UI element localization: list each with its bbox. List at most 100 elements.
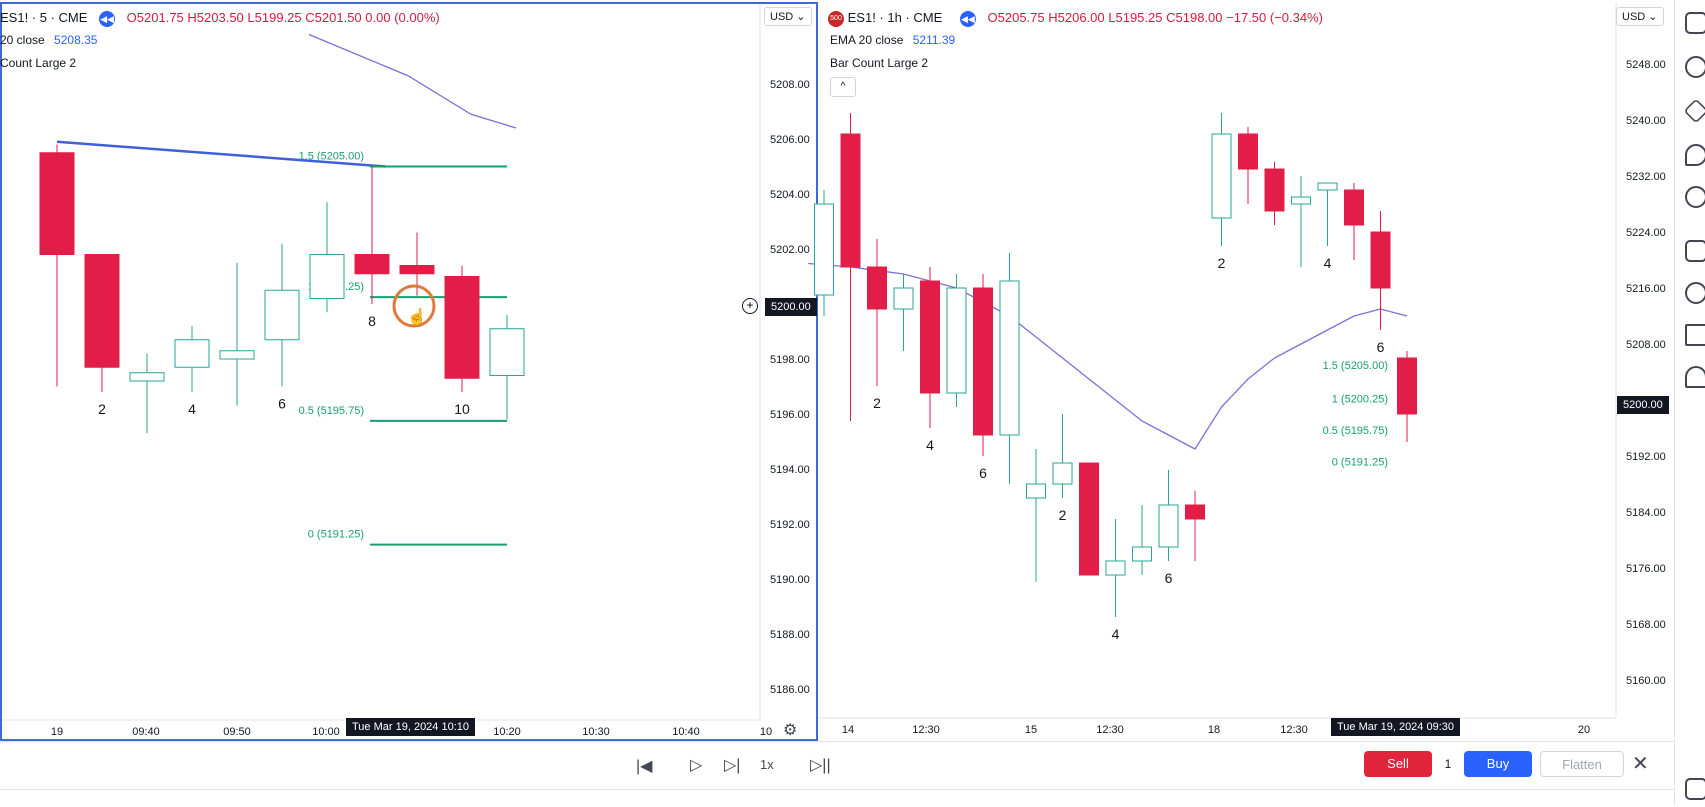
left-replay-icon[interactable]: ◀◀ <box>99 11 116 27</box>
chat-icon[interactable] <box>1685 240 1705 262</box>
left-ema-label: 20 close <box>0 33 45 47</box>
x-tick-label: 12:30 <box>1096 724 1124 736</box>
candle-body <box>1052 462 1073 485</box>
right-chart-panel[interactable]: 5248.00 5240.00 5232.00 5224.00 5216.00 5208.… <box>808 2 1674 741</box>
candle-body <box>1317 182 1338 191</box>
y-tick-label: 5198.00 <box>770 354 810 366</box>
y-tick-label: 5168.00 <box>1626 619 1666 631</box>
bar-count-label: 6 <box>1165 570 1173 586</box>
signals-icon[interactable] <box>1685 282 1705 304</box>
close-icon[interactable]: ✕ <box>1632 753 1649 775</box>
candle-body <box>920 280 940 394</box>
quantity-field[interactable]: 1 <box>1444 757 1452 771</box>
play-icon[interactable] <box>1685 324 1705 346</box>
right-indicator-legend[interactable]: Bar Count Large 2 <box>830 56 929 70</box>
fib-level-label: 0.5 (5195.75) <box>1323 425 1388 437</box>
y-tick-label: 5188.00 <box>770 629 810 641</box>
y-tick-label: 5176.00 <box>1626 563 1666 575</box>
x-tick-label: 09:40 <box>132 726 160 738</box>
bar-count-label: 6 <box>278 396 286 412</box>
candle-body <box>489 328 525 376</box>
x-tick-label: 12:30 <box>1280 724 1308 736</box>
x-tick-label: 10:20 <box>493 726 521 738</box>
candle-body <box>399 265 435 275</box>
candle-body <box>893 287 914 310</box>
candle-body <box>1264 168 1285 212</box>
bar-count-label: 6 <box>1377 339 1385 355</box>
x-tick-label: 20 <box>1578 724 1590 736</box>
right-ohlc-close: C5198.00 <box>1166 10 1223 25</box>
candle-body <box>973 287 993 436</box>
chevron-down-icon: ⌄ <box>796 11 806 23</box>
sell-button[interactable]: Sell <box>1364 751 1432 777</box>
fib-level-label: 1.5 (5205.00) <box>299 151 364 163</box>
right-ohlc-open: O5205.75 <box>987 10 1045 25</box>
x-tick-label: 15 <box>1025 724 1037 736</box>
hotlist-flame-icon[interactable] <box>1685 144 1705 166</box>
left-indicator-legend[interactable]: Count Large 2 <box>0 56 77 70</box>
left-ohlc-close: C5201.50 <box>305 10 362 25</box>
candle-body <box>1158 504 1179 548</box>
left-ohlc-high: H5203.50 <box>187 10 244 25</box>
right-replay-icon[interactable]: ◀◀ <box>959 11 976 27</box>
left-chart-panel[interactable]: 5208.00 5206.00 5204.00 5202.00 5200.00 5198.… <box>0 2 818 741</box>
candle-body <box>840 133 861 268</box>
right-currency-label: USD <box>1622 11 1646 23</box>
left-ohlc-change: 0.00 (0.00%) <box>365 10 440 25</box>
ideas-bulb-icon[interactable] <box>1685 186 1705 208</box>
chevron-down-icon: ⌄ <box>1648 11 1658 23</box>
bar-count-label: 2 <box>1059 507 1067 523</box>
candle-body <box>354 254 390 275</box>
bar-count-label: 2 <box>873 395 881 411</box>
alarm-clock-icon[interactable] <box>1685 56 1705 78</box>
candle-body <box>84 254 120 368</box>
left-symbol[interactable]: ES1! · 5 · CME <box>0 10 88 25</box>
left-currency-select[interactable]: USD ⌄ <box>764 7 812 26</box>
candle-body <box>1370 231 1391 289</box>
right-price-cursor: 5200.00 <box>1617 396 1669 414</box>
step-forward-icon[interactable]: ▷| <box>724 757 741 774</box>
candle-body <box>1026 483 1046 499</box>
right-ema-value: 5211.39 <box>912 33 956 47</box>
candle-body <box>219 350 255 360</box>
notification-bell-icon[interactable] <box>1685 366 1705 388</box>
layers-icon[interactable] <box>1683 98 1705 124</box>
right-toolbar <box>1674 0 1705 806</box>
calendar-icon[interactable] <box>1685 778 1705 800</box>
y-tick-label: 5206.00 <box>770 134 810 146</box>
left-ema-legend[interactable]: 20 close 5208.35 <box>0 33 97 47</box>
crosshair-plus-icon[interactable]: + <box>742 298 758 314</box>
bar-count-label: 6 <box>979 465 987 481</box>
x-tick-label: 12:30 <box>912 724 940 736</box>
exit-replay-icon[interactable]: ▷|| <box>810 757 831 774</box>
play-button-icon[interactable]: ▷ <box>690 757 703 774</box>
flatten-button[interactable]: Flatten <box>1540 751 1624 777</box>
left-chart-svg[interactable]: 5208.00 5206.00 5204.00 5202.00 5200.00 5198.… <box>2 4 820 743</box>
replay-speed[interactable]: 1x <box>760 757 774 772</box>
buy-button[interactable]: Buy <box>1464 751 1532 777</box>
y-tick-label: 5240.00 <box>1626 115 1666 127</box>
left-legend: ES1! · 5 · CME ◀◀ O5201.75 H5203.50 L519… <box>0 10 440 27</box>
y-tick-label: 5186.00 <box>770 684 810 696</box>
right-chart-svg[interactable]: 5248.00 5240.00 5232.00 5224.00 5216.00 5208.… <box>808 2 1674 741</box>
right-ema-legend[interactable]: EMA 20 close 5211.39 <box>830 33 955 47</box>
fib-level-label: 0.5 (5195.75) <box>299 405 364 417</box>
bottom-strip <box>0 789 1674 807</box>
watchlist-icon[interactable] <box>1685 12 1705 34</box>
candle-body <box>264 289 300 341</box>
jump-to-start-icon[interactable]: |◀ <box>636 758 653 775</box>
right-currency-select[interactable]: USD ⌄ <box>1616 7 1664 26</box>
left-ema-value: 5208.35 <box>54 33 98 47</box>
left-price-cursor: 5200.00 <box>765 298 817 316</box>
x-tick-label: 10:00 <box>312 726 340 738</box>
collapse-legend-button[interactable]: ^ <box>830 77 856 97</box>
candle-body <box>39 152 75 255</box>
ema-line <box>308 33 517 129</box>
bar-count-label: 10 <box>454 401 470 417</box>
y-tick-label: 5208.00 <box>770 79 810 91</box>
right-symbol[interactable]: ES1! · 1h · CME <box>847 10 943 25</box>
settings-gear-icon[interactable]: ⚙ <box>783 722 798 739</box>
candle-body <box>129 372 165 382</box>
candle-body <box>1132 546 1152 562</box>
candle-body <box>1291 196 1311 205</box>
